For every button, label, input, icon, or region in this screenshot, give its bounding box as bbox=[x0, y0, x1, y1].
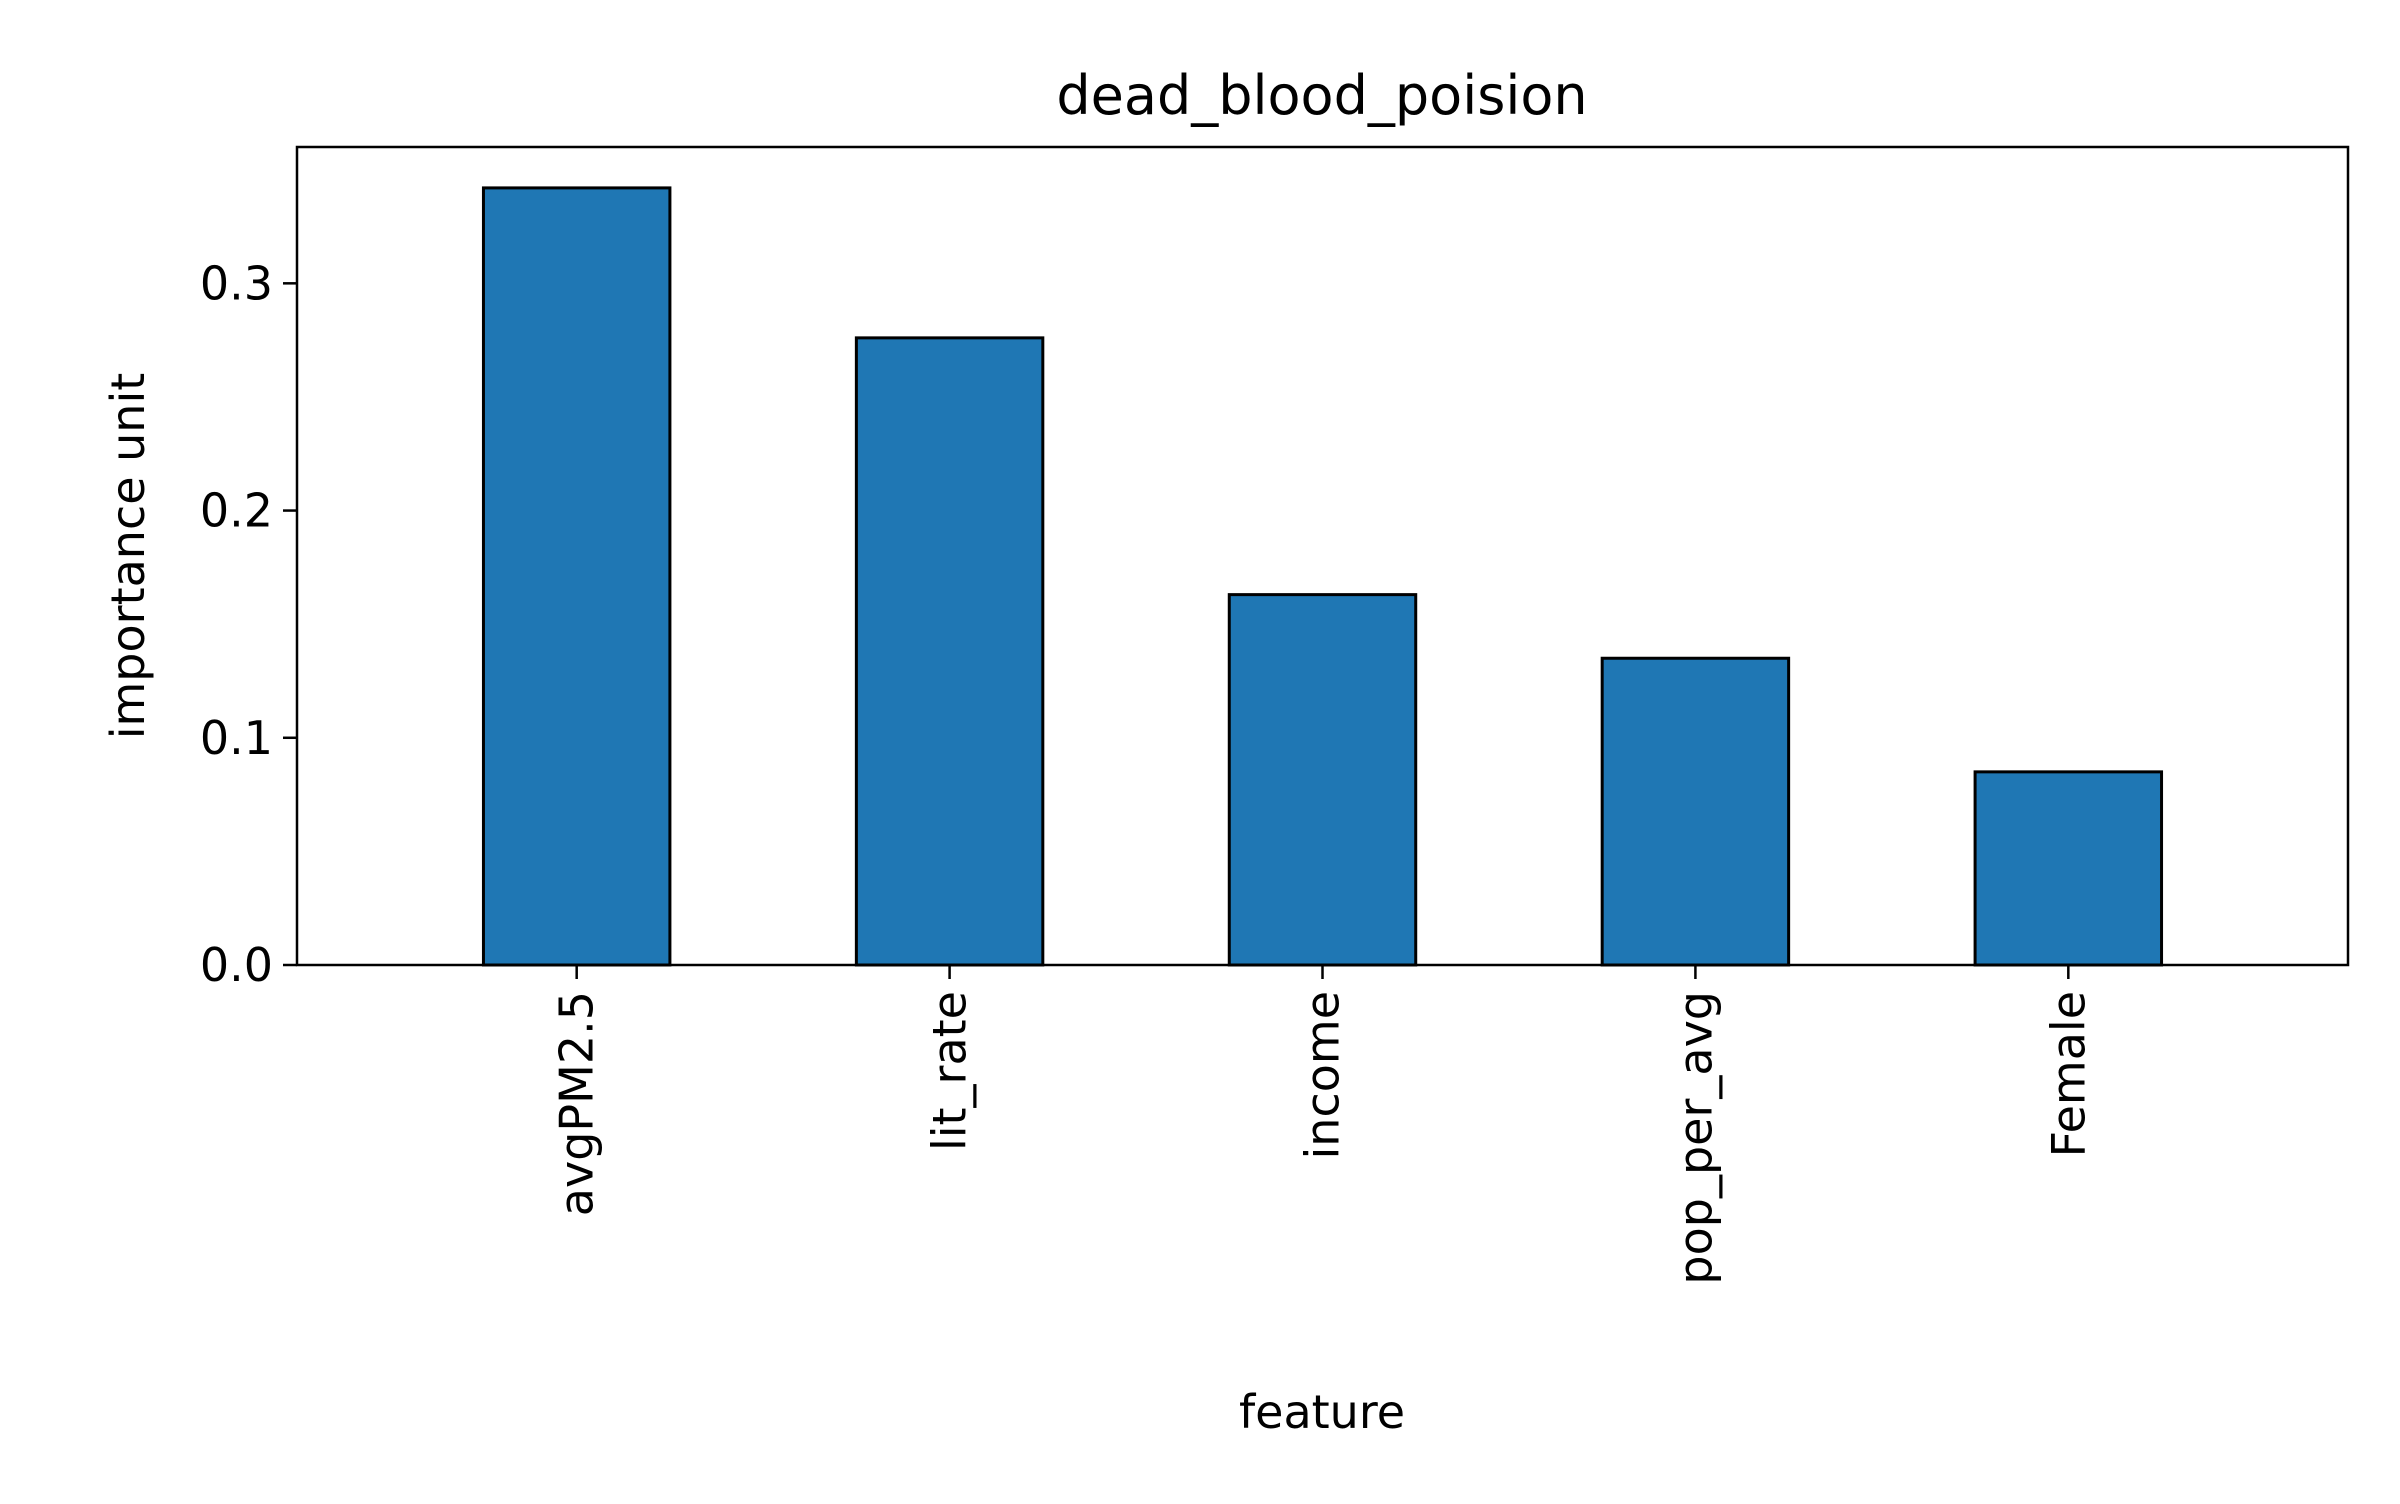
x-axis-ticks: avgPM2.5 lit_rate income pop_per_avg Female bbox=[550, 965, 2095, 1285]
y-tick-label: 0.0 bbox=[200, 938, 273, 992]
y-axis-label: importance unit bbox=[101, 373, 155, 740]
x-tick-label: avgPM2.5 bbox=[550, 991, 604, 1216]
y-axis-ticks: 0.0 0.1 0.2 0.3 bbox=[200, 256, 297, 992]
bar-income bbox=[1227, 593, 1418, 967]
bar-avgpm2-5 bbox=[481, 186, 672, 967]
plot-frame bbox=[295, 145, 2350, 967]
y-tick-label: 0.3 bbox=[200, 256, 273, 310]
chart-title: dead_blood_poision bbox=[1056, 64, 1587, 127]
x-tick-label: Female bbox=[2041, 991, 2095, 1157]
x-tick-label: income bbox=[1296, 991, 1350, 1159]
bar-female bbox=[1973, 770, 2164, 967]
x-axis-label: feature bbox=[1239, 1385, 1405, 1439]
bars-group bbox=[481, 186, 2164, 967]
y-tick-label: 0.2 bbox=[200, 484, 273, 538]
x-tick-label: pop_per_avg bbox=[1668, 991, 1722, 1285]
x-tick-label: lit_rate bbox=[923, 991, 977, 1151]
y-tick-label: 0.1 bbox=[200, 711, 273, 765]
bar-pop-per-avg bbox=[1600, 656, 1791, 967]
bar-lit-rate bbox=[854, 336, 1045, 967]
